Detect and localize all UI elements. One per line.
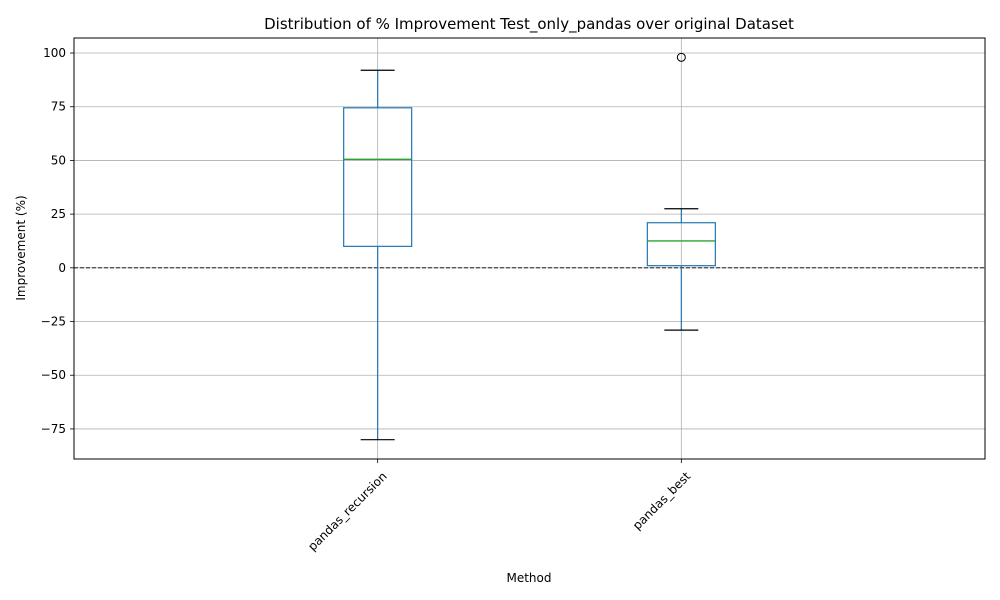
y-tick-label: 75 <box>51 100 66 114</box>
y-tick-label: −50 <box>41 368 66 382</box>
y-axis-label: Improvement (%) <box>14 195 28 300</box>
x-axis-label: Method <box>506 571 551 585</box>
x-tick-label: pandas_best <box>630 469 694 533</box>
x-tick-label: pandas_recursion <box>305 469 390 554</box>
box-group-pandas_best <box>646 52 716 331</box>
box-layer <box>343 52 716 441</box>
axis-layer: −75 −50 −25 0 25 50 75 100 pandas_recursion panda… <box>41 37 986 554</box>
box-iqr <box>646 222 716 267</box>
y-tick-label: −75 <box>41 422 66 436</box>
y-tick-label: 100 <box>43 46 66 60</box>
box-iqr <box>343 107 413 247</box>
y-tick-label: −25 <box>41 315 66 329</box>
y-tick-label: 0 <box>58 261 66 275</box>
chart-title: Distribution of % Improvement Test_only_… <box>264 15 794 34</box>
y-tick-label: 25 <box>51 207 66 221</box>
box-group-pandas_recursion <box>343 69 413 441</box>
grid-layer <box>74 38 985 459</box>
y-tick-label: 50 <box>51 153 66 167</box>
plot-frame <box>73 37 986 460</box>
outlier-point <box>676 52 686 62</box>
